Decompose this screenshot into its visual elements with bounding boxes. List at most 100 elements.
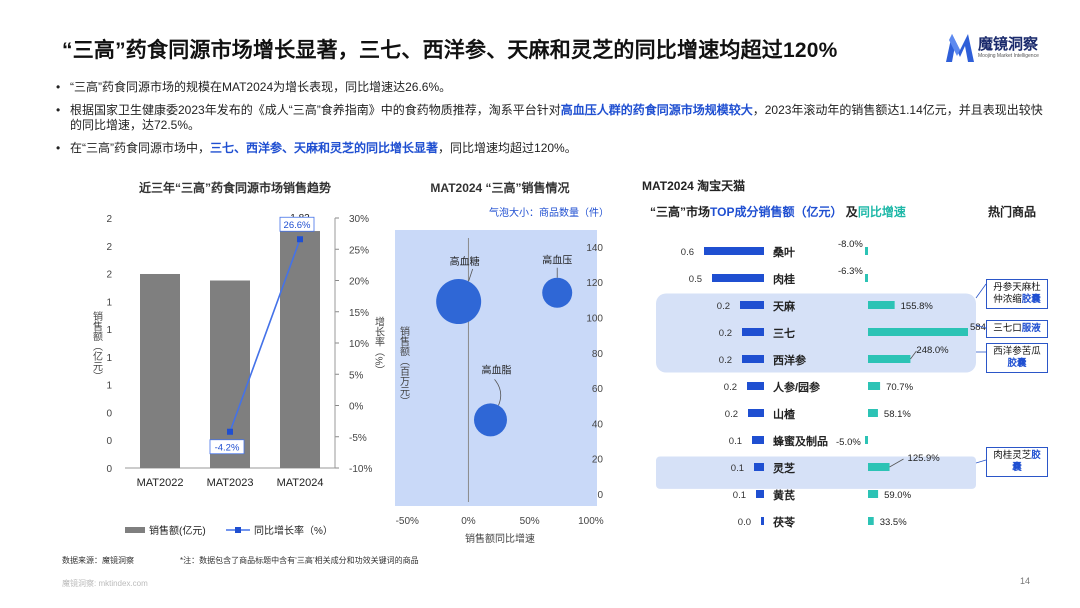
right-tick-label: 0% bbox=[349, 402, 364, 413]
left-tick-label: 1 bbox=[106, 353, 112, 364]
x-tick-label: 100% bbox=[578, 516, 604, 527]
logo-name: 魔镜洞察 bbox=[978, 36, 1039, 53]
bullet-highlight: 高血压人群的药食同源市场规模较大 bbox=[560, 103, 753, 117]
subtitle-sales: TOP成分销售额（亿元） bbox=[710, 204, 842, 219]
y-tick-label: 100 bbox=[586, 313, 603, 324]
data-source: 数据来源：魔镜洞察 bbox=[62, 556, 134, 565]
page-number: 14 bbox=[1020, 576, 1031, 586]
chart-title: MAT2024 “三高”销售情况 bbox=[430, 180, 569, 195]
growth-leader bbox=[910, 350, 917, 360]
x-axis-label: 销售额同比增速 bbox=[465, 532, 535, 545]
growth-line bbox=[229, 238, 301, 433]
growth-bar-山楂 bbox=[868, 409, 878, 417]
growth-value-label: 248.0% bbox=[916, 345, 949, 356]
growth-value-label: 58.1% bbox=[884, 409, 911, 420]
bullet-highlight: 三七、西洋参、天麻和灵芝的同比增长显著 bbox=[210, 141, 439, 155]
right-tick-label: 5% bbox=[349, 370, 364, 381]
right-tick-label: -5% bbox=[349, 433, 367, 444]
chart-subtitle: “三高”市场TOP成分销售额（亿元） 及同比增速 bbox=[650, 204, 906, 219]
sales-value-label: 0.6 bbox=[681, 247, 694, 258]
ingredient-label: 三七 bbox=[773, 326, 795, 340]
hot-items-title: 热门商品 bbox=[988, 204, 1036, 219]
bullet-list: “三高”药食同源市场的规模在MAT2024为增长表现，同比增速达26.6%。根据… bbox=[56, 80, 1046, 164]
sales-value-label: 0.1 bbox=[731, 463, 744, 474]
ingredient-label: 桑叶 bbox=[772, 245, 795, 259]
page-title: “三高”药食同源市场增长显著，三七、西洋参、天麻和灵芝的同比增速均超过120% bbox=[62, 39, 838, 62]
bubble-leader bbox=[468, 268, 474, 282]
sales-bar-茯苓 bbox=[761, 517, 764, 525]
chart-title: 近三年“三高”药食同源市场销售趋势 bbox=[139, 180, 331, 195]
sales-value-label: 0.1 bbox=[729, 436, 742, 447]
bar-MAT2022 bbox=[140, 273, 180, 468]
legend-line-marker bbox=[235, 527, 241, 533]
bullet-text: ，同比增速均超过120%。 bbox=[438, 141, 577, 155]
growth-value-label: 125.9% bbox=[908, 453, 941, 464]
x-tick-label: -50% bbox=[396, 516, 419, 527]
bar-line-chart-svg: 近三年“三高”药食同源市场销售趋势 2 2 2 1 1 1 1 0 0 0 30% 25% 20% 15% 1… bbox=[91, 180, 385, 537]
ingredient-label: 茯苓 bbox=[772, 515, 796, 529]
sales-bar-肉桂 bbox=[712, 274, 764, 282]
growth-bar-桑叶 bbox=[865, 247, 868, 255]
ingredient-chart: MAT2024 淘宝天猫 “三高”市场TOP成分销售额（亿元） 及同比增速 热门商品… bbox=[636, 176, 1056, 548]
sales-bar-天麻 bbox=[740, 301, 764, 309]
right-tick-label: 30% bbox=[349, 214, 369, 225]
sales-bar-西洋参 bbox=[742, 355, 764, 363]
growth-value-label: -5.0% bbox=[836, 437, 861, 448]
bullet-item: 根据国家卫生健康委2023年发布的《成人“三高”食养指南》中的食药物质推荐，淘系… bbox=[56, 103, 1046, 133]
left-tick-label: 0 bbox=[106, 408, 112, 419]
left-tick-label: 2 bbox=[106, 270, 112, 281]
sales-value-label: 0.2 bbox=[717, 301, 730, 312]
growth-label-box bbox=[279, 216, 315, 232]
bubble-高血糖 bbox=[436, 279, 482, 325]
hot-item-box-4: 肉桂灵芝胶囊 bbox=[986, 447, 1048, 477]
growth-value-label: -6.3% bbox=[838, 266, 863, 277]
hot-item-connector bbox=[975, 459, 987, 464]
sales-bar-黄芪 bbox=[756, 490, 764, 498]
left-tick-label: 2 bbox=[106, 242, 112, 253]
bullet-item: “三高”药食同源市场的规模在MAT2024为增长表现，同比增速达26.6%。 bbox=[56, 80, 1046, 95]
bullet-text: ，2023年滚动年的销售额达1.14亿元，并且表现出较快的同比增速，达72.5%… bbox=[70, 103, 1043, 132]
growth-value-label: -4.2% bbox=[215, 442, 240, 453]
sales-value-label: 0.1 bbox=[733, 490, 746, 501]
brand-logo: 魔镜洞察 Moojing Market Intelligence bbox=[944, 30, 1054, 66]
growth-bar-肉桂 bbox=[865, 274, 868, 282]
left-tick-label: 0 bbox=[106, 436, 112, 447]
growth-bar-人参/园参 bbox=[868, 382, 881, 390]
sales-value-label: 0.2 bbox=[725, 409, 738, 420]
subtitle-growth: 同比增速 bbox=[858, 204, 906, 219]
sales-bar-蜂蜜及制品 bbox=[752, 436, 764, 444]
sales-value-label: 0.2 bbox=[724, 382, 737, 393]
hot-item-box-3: 西洋参苦瓜胶囊 bbox=[986, 343, 1048, 373]
right-tick-label: -10% bbox=[349, 464, 372, 475]
sales-bar-人参/园参 bbox=[747, 382, 764, 390]
growth-bar-天麻 bbox=[868, 301, 895, 309]
bubble-leader bbox=[494, 379, 502, 406]
bubble-高血压 bbox=[542, 277, 573, 308]
hot-item-connector bbox=[975, 283, 987, 299]
growth-value-label: 155.8% bbox=[901, 301, 934, 312]
growth-value-label: -8.0% bbox=[838, 239, 863, 250]
plot-background bbox=[395, 230, 597, 506]
bubble-chart: MAT2024 “三高”销售情况 气泡大小：商品数量（件） 0 20 40 60 80 100… bbox=[385, 176, 635, 548]
right-tick-label: 25% bbox=[349, 245, 369, 256]
y-tick-label: 60 bbox=[592, 384, 604, 395]
bubble-label: 高血压 bbox=[542, 254, 572, 267]
y-tick-label: 80 bbox=[592, 349, 604, 360]
left-tick-label: 0 bbox=[106, 464, 112, 475]
x-tick-label: 50% bbox=[520, 516, 540, 527]
logo-m-icon bbox=[946, 34, 974, 62]
sales-value-label: 0.5 bbox=[689, 274, 702, 285]
growth-value-label: 33.5% bbox=[880, 517, 907, 528]
growth-bar-三七 bbox=[868, 328, 968, 336]
y-axis-label: 销售额（百万元） bbox=[398, 325, 410, 406]
right-tick-label: 20% bbox=[349, 277, 369, 288]
left-tick-label: 1 bbox=[106, 381, 112, 392]
growth-value-label: 59.0% bbox=[884, 490, 911, 501]
y-tick-label: 0 bbox=[597, 490, 603, 501]
growth-point bbox=[297, 236, 303, 243]
hot-item-box-2: 三七口服液 bbox=[986, 320, 1048, 338]
legend-line-label: 同比增长率（%） bbox=[254, 524, 333, 537]
growth-value-label: 26.6% bbox=[284, 220, 311, 231]
y-axis-label-left: 销售额（亿元） bbox=[91, 310, 103, 381]
sales-bar-山楂 bbox=[748, 409, 764, 417]
